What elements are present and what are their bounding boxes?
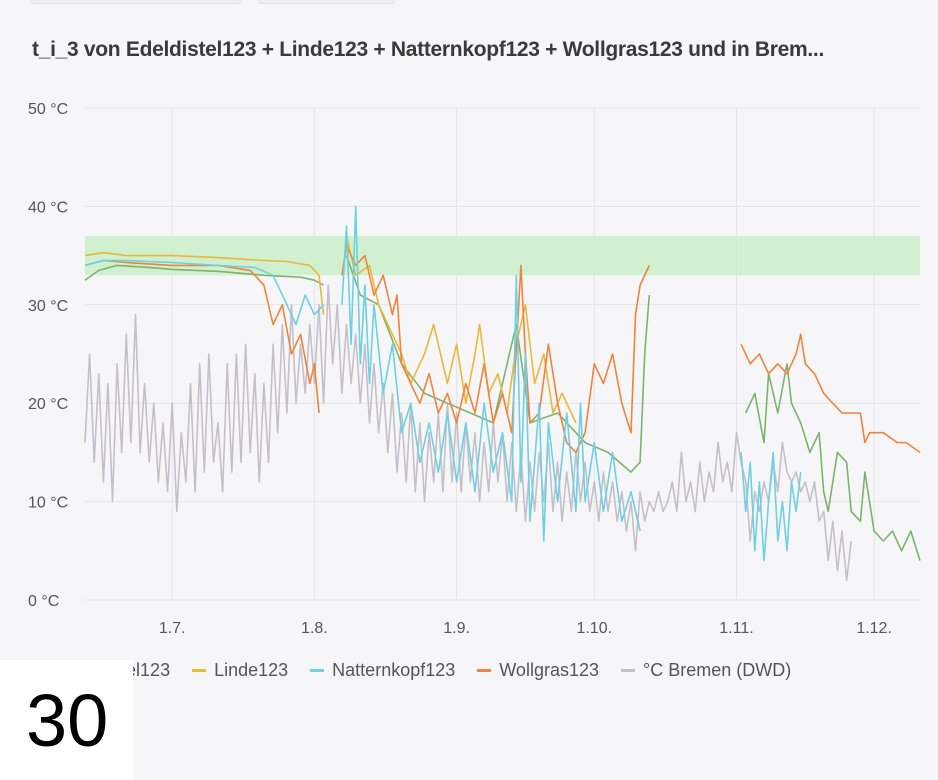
legend-label: Linde123 <box>214 660 289 680</box>
x-tick-label: 1.9. <box>443 620 470 637</box>
series-line-wollgras123 <box>341 245 651 454</box>
series-line-natternkopf123 <box>341 205 641 542</box>
series-line-edeldistel123 <box>84 264 324 286</box>
legend-item[interactable]: °C Bremen (DWD) <box>621 660 791 681</box>
legend-swatch <box>192 669 207 672</box>
frame-number-badge: 30 <box>0 660 133 780</box>
legend-label: Wollgras123 <box>499 660 599 680</box>
legend-item[interactable]: Wollgras123 <box>477 660 599 681</box>
series-line-linde123 <box>345 235 577 424</box>
legend-label: °C Bremen (DWD) <box>643 660 792 680</box>
series-line-edeldistel123 <box>744 362 921 561</box>
legend-swatch <box>477 669 492 672</box>
chart-plot: 0 °C 10 °C 20 °C 30 °C 40 °C 50 °C 1.7. 1.8. 1.9… <box>28 101 921 637</box>
series-line-natternkopf123 <box>740 451 802 562</box>
legend-item[interactable]: Linde123 <box>192 660 288 681</box>
legend-swatch <box>621 669 635 672</box>
x-tick-label: 1.8. <box>301 620 328 637</box>
legend-item[interactable]: Natternkopf123 <box>310 660 455 681</box>
series-line-wollgras123 <box>740 333 921 454</box>
x-tick-label: 1.11. <box>719 620 753 637</box>
y-tick-label: 40 °C <box>28 199 68 216</box>
y-tick-label: 10 °C <box>28 495 68 512</box>
series-line-edeldistel123 <box>345 255 651 473</box>
y-tick-label: 30 °C <box>28 298 68 315</box>
x-tick-label: 1.7. <box>159 620 186 637</box>
legend-swatch <box>310 669 325 672</box>
legend-label: Natternkopf123 <box>332 660 456 680</box>
y-tick-label: 50 °C <box>28 101 68 118</box>
series-line-linde123 <box>84 251 325 315</box>
y-tick-label: 0 °C <box>28 593 59 610</box>
frame-number: 30 <box>26 679 109 762</box>
x-tick-label: 1.12. <box>856 620 892 637</box>
series-line--c-bremen-dwd- <box>84 284 852 582</box>
y-tick-label: 20 °C <box>28 396 68 413</box>
x-tick-label: 1.10. <box>576 620 612 637</box>
chart-legend: Edeldistel123Linde123Natternkopf123Wollg… <box>40 660 791 681</box>
series-line-wollgras123 <box>84 259 320 414</box>
series-line-natternkopf123 <box>84 259 325 326</box>
threshold-band <box>85 235 920 276</box>
chart-title: t_i_3 von Edeldistel123 + Linde123 + Nat… <box>32 38 824 61</box>
